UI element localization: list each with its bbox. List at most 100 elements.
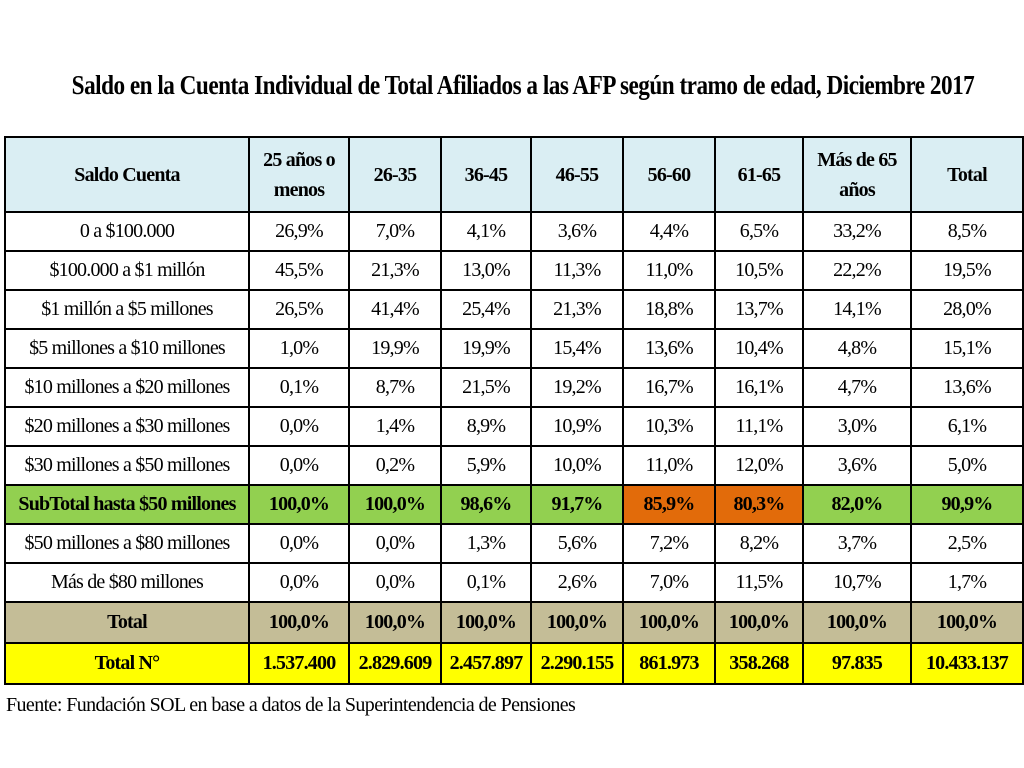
table-cell: 19,5% <box>910 250 1024 291</box>
table-cell: 2.290.155 <box>530 642 624 685</box>
table-cell: 16,1% <box>714 367 804 408</box>
table-cell: 5,0% <box>910 445 1024 486</box>
table-row: SubTotal hasta $50 millones 100,0% 100,0% 9… <box>4 484 1024 525</box>
table-cell: 2,5% <box>910 523 1024 564</box>
table-cell: 22,2% <box>802 250 912 291</box>
table-cell: 10,7% <box>802 562 912 603</box>
table-cell: 3,0% <box>802 406 912 447</box>
table-cell: 45,5% <box>248 250 350 291</box>
table-cell: 100,0% <box>910 601 1024 644</box>
table-cell: 3,6% <box>802 445 912 486</box>
table-cell: 2.457.897 <box>440 642 532 685</box>
table-cell: 11,0% <box>622 445 716 486</box>
table-cell: 41,4% <box>348 289 442 330</box>
table-row: 0 a $100.000 26,9% 7,0% 4,1% 3,6% 4,4% 6,5% 33,… <box>4 211 1024 252</box>
table-cell: 21,5% <box>440 367 532 408</box>
table-cell: 8,7% <box>348 367 442 408</box>
table-cell: 0,0% <box>348 523 442 564</box>
table-cell: 10,3% <box>622 406 716 447</box>
table-cell: 0,2% <box>348 445 442 486</box>
table-cell: 11,0% <box>622 250 716 291</box>
table-cell: 26,9% <box>248 211 350 252</box>
table-cell: 21,3% <box>348 250 442 291</box>
table-cell: 358.268 <box>714 642 804 685</box>
table-cell: 8,5% <box>910 211 1024 252</box>
row-label: Total N° <box>4 642 250 685</box>
table-cell: 4,7% <box>802 367 912 408</box>
table-cell: 0,0% <box>248 445 350 486</box>
row-label: Total <box>4 601 250 644</box>
column-header: 61-65 <box>714 136 804 213</box>
table-cell: 97.835 <box>802 642 912 685</box>
column-header: Total <box>910 136 1024 213</box>
column-header: 56-60 <box>622 136 716 213</box>
table-cell: 5,6% <box>530 523 624 564</box>
column-header: 26-35 <box>348 136 442 213</box>
table-cell: 100,0% <box>348 484 442 525</box>
source-note: Fuente: Fundación SOL en base a datos de… <box>6 694 576 716</box>
table-cell: 0,0% <box>248 406 350 447</box>
table-body: 0 a $100.000 26,9% 7,0% 4,1% 3,6% 4,4% 6,5% 33,… <box>4 211 1024 685</box>
table-cell: 10,0% <box>530 445 624 486</box>
table-cell: 85,9% <box>622 484 716 525</box>
table-cell: 26,5% <box>248 289 350 330</box>
table-row: $1 millón a $5 millones 26,5% 41,4% 25,4% 21… <box>4 289 1024 330</box>
table-cell: 13,7% <box>714 289 804 330</box>
table-row: $10 millones a $20 millones 0,1% 8,7% 21,5%… <box>4 367 1024 408</box>
table-cell: 6,1% <box>910 406 1024 447</box>
column-header: 25 años o menos <box>248 136 350 213</box>
table-cell: 80,3% <box>714 484 804 525</box>
column-header: 46-55 <box>530 136 624 213</box>
table-cell: 0,1% <box>440 562 532 603</box>
table-row: $50 millones a $80 millones 0,0% 0,0% 1,3% 5… <box>4 523 1024 564</box>
row-label: Más de $80 millones <box>4 562 250 603</box>
table-cell: 1,4% <box>348 406 442 447</box>
table-cell: 6,5% <box>714 211 804 252</box>
table-cell: 90,9% <box>910 484 1024 525</box>
table-row: $20 millones a $30 millones 0,0% 1,4% 8,9% 1… <box>4 406 1024 447</box>
table-cell: 82,0% <box>802 484 912 525</box>
table-cell: 16,7% <box>622 367 716 408</box>
table-cell: 10,9% <box>530 406 624 447</box>
table-row: Más de $80 millones 0,0% 0,0% 0,1% 2,6% 7,0% 1… <box>4 562 1024 603</box>
table-cell: 19,2% <box>530 367 624 408</box>
table-cell: 13,6% <box>622 328 716 369</box>
table-cell: 19,9% <box>440 328 532 369</box>
row-label: $20 millones a $30 millones <box>4 406 250 447</box>
table-cell: 15,4% <box>530 328 624 369</box>
table-title: Saldo en la Cuenta Individual de Total A… <box>71 70 975 100</box>
table-cell: 3,6% <box>530 211 624 252</box>
table-cell: 1,7% <box>910 562 1024 603</box>
data-table: Saldo Cuenta 25 años o menos 26-35 36-45 46-… <box>4 136 1024 685</box>
table-cell: 1.537.400 <box>248 642 350 685</box>
table-cell: 100,0% <box>802 601 912 644</box>
table-cell: 13,0% <box>440 250 532 291</box>
table-cell: 0,0% <box>348 562 442 603</box>
table-cell: 4,4% <box>622 211 716 252</box>
table-cell: 19,9% <box>348 328 442 369</box>
table-cell: 100,0% <box>714 601 804 644</box>
table-cell: 100,0% <box>622 601 716 644</box>
table-cell: 2,6% <box>530 562 624 603</box>
table-cell: 0,1% <box>248 367 350 408</box>
table-cell: 91,7% <box>530 484 624 525</box>
table-cell: 100,0% <box>248 484 350 525</box>
table-cell: 14,1% <box>802 289 912 330</box>
table-cell: 25,4% <box>440 289 532 330</box>
table-cell: 100,0% <box>248 601 350 644</box>
table-cell: 4,1% <box>440 211 532 252</box>
table-cell: 10,4% <box>714 328 804 369</box>
table-cell: 13,6% <box>910 367 1024 408</box>
table-cell: 3,7% <box>802 523 912 564</box>
column-header: Más de 65 años <box>802 136 912 213</box>
table-cell: 1,0% <box>248 328 350 369</box>
table-cell: 7,0% <box>348 211 442 252</box>
row-label: $100.000 a $1 millón <box>4 250 250 291</box>
table-row: $5 millones a $10 millones 1,0% 19,9% 19,9%… <box>4 328 1024 369</box>
row-label: $1 millón a $5 millones <box>4 289 250 330</box>
table-cell: 11,1% <box>714 406 804 447</box>
table-cell: 100,0% <box>440 601 532 644</box>
row-label: $5 millones a $10 millones <box>4 328 250 369</box>
row-label: SubTotal hasta $50 millones <box>4 484 250 525</box>
table-cell: 7,2% <box>622 523 716 564</box>
